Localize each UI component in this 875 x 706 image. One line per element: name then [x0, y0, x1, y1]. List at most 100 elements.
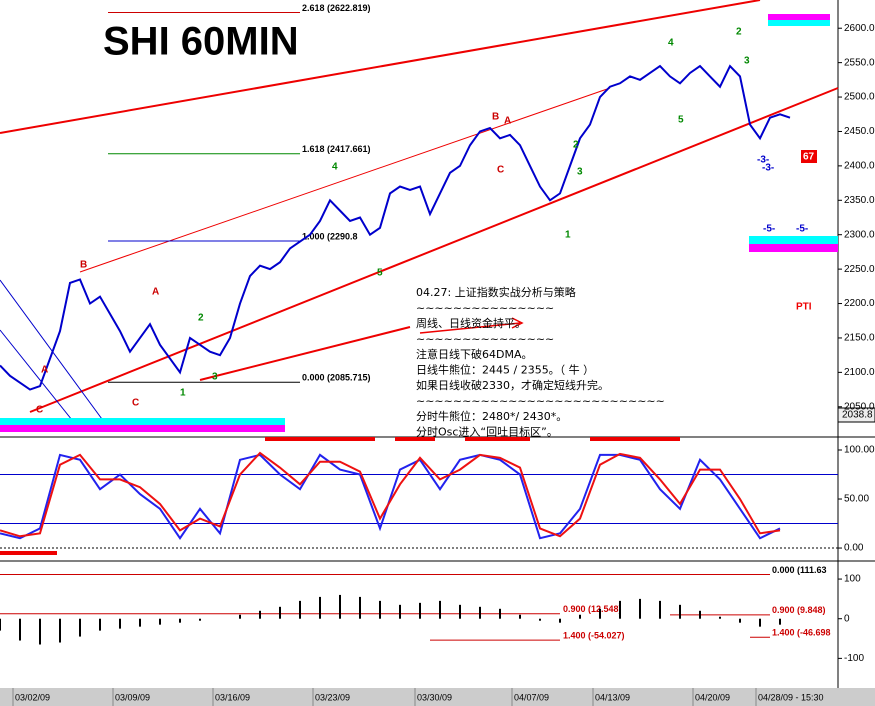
histogram-bar — [419, 602, 421, 619]
y-tick-label: 2400.00 — [844, 161, 875, 172]
trendline — [199, 326, 411, 381]
fib-label: 0.900 (9.848) — [772, 605, 826, 615]
histogram-bar — [399, 604, 401, 619]
wave-label: 67 — [803, 152, 815, 163]
x-tick-label: 03/16/09 — [215, 692, 250, 702]
signal-bar — [395, 437, 435, 441]
zone-bar — [749, 236, 838, 244]
y-tick-label: 2200.00 — [844, 298, 875, 309]
fib-label: 0.000 (2085.715) — [302, 373, 371, 383]
wave-label: 5 — [678, 115, 684, 126]
signal-bar — [590, 437, 680, 441]
histogram-bar — [699, 610, 701, 619]
zone-bar — [768, 20, 830, 26]
histogram-bar — [439, 600, 441, 619]
wave-label: -3- — [762, 163, 774, 174]
annotation-line: 04.27: 上证指数实战分析与策略 — [416, 285, 576, 299]
series-line — [0, 451, 781, 538]
badge — [801, 150, 817, 163]
wave-label: C — [497, 165, 504, 176]
annotation-line: 分时Osc进入“回吐目标区”。 — [416, 425, 558, 439]
y-tick-label: 2300.00 — [844, 229, 875, 240]
histogram-bar — [659, 600, 661, 619]
y-tick-label: 50.00 — [844, 494, 869, 505]
histogram-bar — [99, 618, 101, 631]
signal-bar — [0, 551, 57, 555]
x-tick-label: 03/02/09 — [15, 692, 50, 702]
wave-label: 1 — [180, 388, 186, 399]
histogram-bar — [199, 618, 201, 621]
histogram-bar — [79, 618, 81, 637]
histogram-bar — [159, 618, 161, 625]
histogram-bar — [559, 618, 561, 623]
x-tick-label: 04/28/09 - 15:30 — [758, 692, 824, 702]
wave-label: 5 — [377, 268, 383, 279]
wave-label: C — [132, 398, 139, 409]
histogram-bar — [319, 596, 321, 619]
histogram-bar — [119, 618, 121, 629]
histogram-bar — [379, 600, 381, 619]
histogram-bar — [639, 598, 641, 619]
wave-label: 3 — [744, 56, 750, 67]
histogram-bar — [339, 594, 341, 619]
fib-label: 0.900 (12.548) — [563, 604, 622, 614]
y-tick-label: 2150.00 — [844, 333, 875, 344]
annotation-line: 注意日线下破64DMA。 — [416, 347, 532, 361]
histogram-bar — [459, 604, 461, 619]
annotation-line: 如果日线收破2330，才确定短线升完。 — [416, 378, 609, 392]
date-bar — [0, 688, 875, 706]
histogram-bar — [519, 614, 521, 619]
wave-label: 2 — [736, 27, 742, 38]
fib-label: 1.400 (-54.027) — [563, 631, 625, 641]
y-tick-label: 0.00 — [844, 543, 864, 554]
histogram-bar — [599, 608, 601, 619]
x-tick-label: 04/20/09 — [695, 692, 730, 702]
histogram-bar — [619, 600, 621, 619]
wave-label: 4 — [668, 38, 674, 49]
price-box — [837, 407, 875, 423]
wave-label: -3- — [757, 155, 769, 166]
zone-bar — [749, 244, 838, 252]
trendline — [0, 279, 111, 431]
zone-bar — [0, 418, 285, 425]
y-tick-label: 2100.00 — [844, 367, 875, 378]
zone-bar — [768, 14, 830, 20]
y-tick-label: 2600.00 — [844, 23, 875, 34]
histogram-bar — [359, 596, 361, 619]
zone-bar — [0, 425, 285, 432]
fib-label: 0.000 (111.63 — [772, 565, 827, 575]
wave-label: B — [492, 112, 499, 123]
histogram-bar — [179, 618, 181, 623]
y-tick-label: 2550.00 — [844, 57, 875, 68]
price-box-label: 2038.8 — [842, 410, 873, 421]
wave-label: B — [80, 260, 87, 271]
wave-label: A — [152, 287, 159, 298]
y-tick-label: -100 — [844, 653, 864, 664]
x-tick-label: 03/09/09 — [115, 692, 150, 702]
histogram-bar — [299, 600, 301, 619]
y-tick-label: 2450.00 — [844, 126, 875, 137]
wave-label: A — [504, 116, 511, 127]
histogram-bar — [259, 610, 261, 619]
histogram-bar — [239, 614, 241, 619]
chart-title: SHI 60MIN — [103, 20, 299, 64]
signal-bar — [265, 437, 375, 441]
fib-label: 1.400 (-46.698 — [772, 628, 831, 638]
signal-bar — [465, 437, 530, 441]
histogram-bar — [719, 616, 721, 619]
y-tick-label: 2500.00 — [844, 92, 875, 103]
histogram-bar — [779, 618, 781, 625]
y-tick-label: 0 — [844, 613, 850, 624]
histogram-bar — [759, 618, 761, 627]
wave-label: 2 — [573, 140, 579, 151]
annotation-line: 周线、日线资金持平。 — [416, 316, 526, 330]
x-tick-label: 04/13/09 — [595, 692, 630, 702]
wave-label: 4 — [332, 162, 338, 173]
histogram-bar — [0, 618, 1, 631]
histogram-bar — [499, 608, 501, 619]
annotation-line: ~~~~~~~~~~~~~~~~~~~~~~~~~~~ — [416, 395, 665, 408]
x-tick-label: 04/07/09 — [514, 692, 549, 702]
fib-label: 2.618 (2622.819) — [302, 3, 371, 13]
y-tick-label: 100 — [844, 574, 861, 585]
